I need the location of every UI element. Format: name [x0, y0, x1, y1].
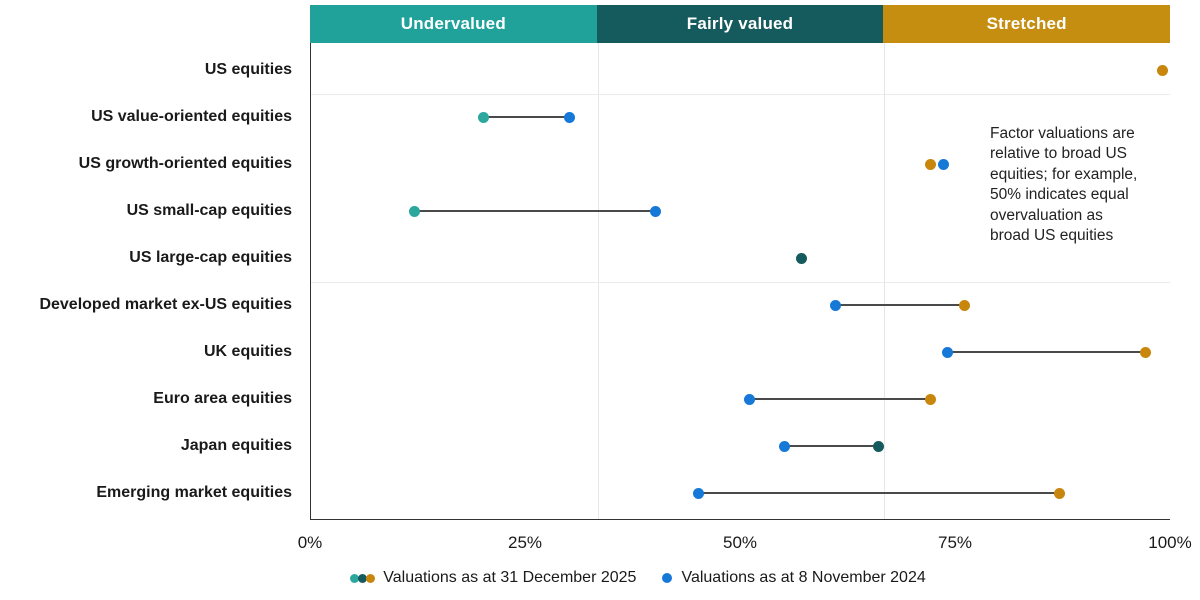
dot-nov2024 [778, 440, 790, 452]
zone-label: Stretched [986, 14, 1067, 33]
row-labels: US equities US value-oriented equities US … [0, 43, 292, 520]
plot-area [310, 43, 1170, 520]
dot-nov2024 [830, 299, 842, 311]
zone-label: Undervalued [400, 14, 506, 33]
row-label: Japan equities [180, 437, 292, 454]
legend-item: Valuations as at 31 December 2025 [350, 569, 636, 587]
dot-dec2025 [1139, 346, 1151, 358]
row-label: Developed market ex-US equities [39, 296, 292, 313]
row-label: US growth-oriented equities [78, 155, 292, 172]
dot-nov2024 [941, 346, 953, 358]
x-tick-label: 25% [507, 533, 543, 552]
row-label: US small-cap equities [126, 202, 292, 219]
dot-dec2025 [924, 393, 936, 405]
row-label: US equities [204, 61, 292, 78]
legend-dot-icon [358, 573, 368, 583]
dot-dec2025 [959, 299, 971, 311]
dot-dec2025 [795, 252, 807, 264]
row-label: UK equities [203, 343, 292, 360]
legend-marker-dots [350, 573, 376, 583]
connector-line [483, 116, 569, 118]
annotation-note: Factor valuations are relative to broad … [990, 125, 1138, 245]
dot-dec2025 [873, 440, 885, 452]
dot-nov2024 [649, 205, 661, 217]
x-tick-label: 50% [722, 533, 758, 552]
zone-header: Undervalued Fairly valued Stretched [310, 5, 1171, 43]
group-separator-line [311, 281, 1170, 283]
x-tick-label: 0% [297, 533, 323, 552]
connector-line [835, 304, 965, 306]
x-axis: 0% 25% 50% 75% 100% [0, 533, 1200, 557]
dot-dec2025 [1053, 487, 1065, 499]
legend-dot-icon [350, 573, 360, 583]
connector-line [749, 398, 931, 400]
legend-dot-icon [662, 573, 673, 583]
row-label: Euro area equities [153, 390, 292, 407]
x-tick-label: 75% [937, 533, 973, 552]
connector-line [698, 492, 1060, 494]
zone-boundary-gridline [884, 43, 886, 519]
zone-undervalued: Undervalued [310, 5, 597, 43]
legend-label: Valuations as at 31 December 2025 [383, 569, 637, 586]
x-tick-label: 100% [1148, 533, 1192, 552]
connector-line [414, 210, 655, 212]
connector-line [947, 351, 1146, 353]
legend-label: Valuations as at 8 November 2024 [681, 569, 926, 586]
dot-dec2025 [477, 111, 489, 123]
row-label: US large-cap equities [129, 249, 292, 266]
dot-dec2025 [924, 158, 936, 170]
legend: Valuations as at 31 December 2025 Valuati… [38, 569, 1200, 587]
zone-fairly-valued: Fairly valued [596, 5, 884, 43]
dot-nov2024 [692, 487, 704, 499]
legend-marker-dots [662, 573, 673, 583]
dot-dec2025 [408, 205, 420, 217]
row-label: US value-oriented equities [91, 108, 292, 125]
row-label: Emerging market equities [96, 484, 292, 501]
zone-boundary-gridline [597, 43, 599, 519]
dot-nov2024 [744, 393, 756, 405]
legend-item: Valuations as at 8 November 2024 [662, 569, 926, 587]
zone-label: Fairly valued [686, 14, 794, 33]
dot-dec2025 [1156, 64, 1168, 76]
connector-line [784, 445, 879, 447]
dot-nov2024 [937, 158, 949, 170]
dot-nov2024 [563, 111, 575, 123]
group-separator-line [311, 93, 1170, 95]
legend-dot-icon [366, 573, 376, 583]
zone-stretched: Stretched [883, 5, 1171, 43]
